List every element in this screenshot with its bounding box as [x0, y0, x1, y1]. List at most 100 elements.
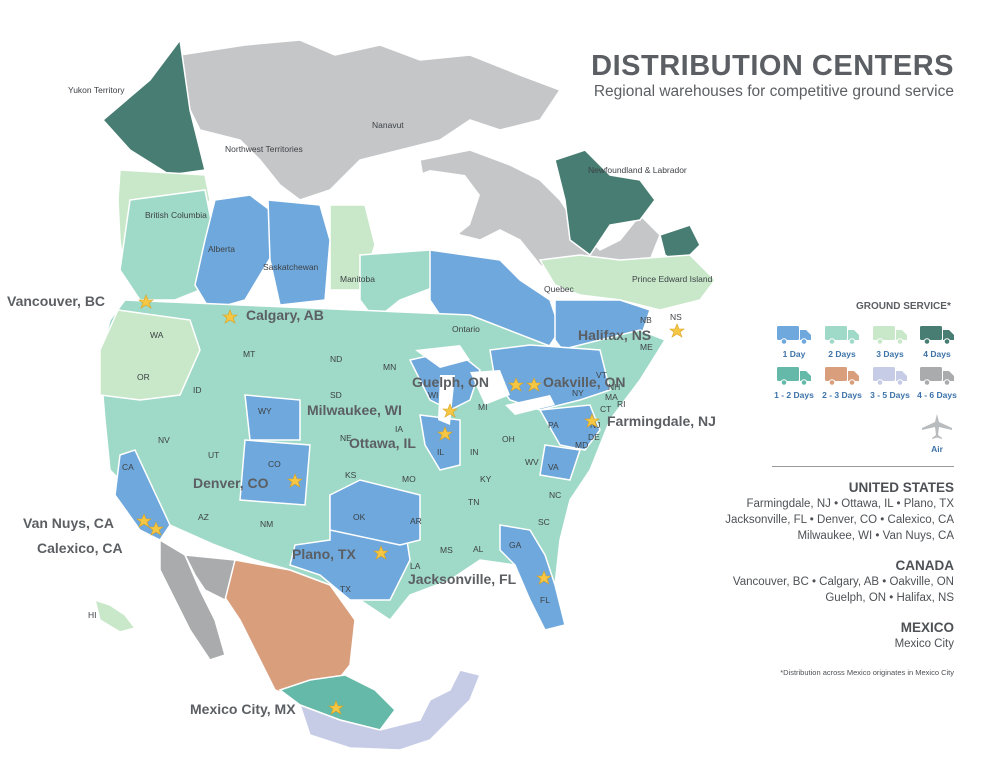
legend-label: 4 Days	[923, 349, 951, 359]
city-label: Farmingdale, NJ	[607, 413, 716, 429]
region-label: Newfoundland & Labrador	[588, 165, 687, 175]
hudson-bay	[385, 170, 480, 250]
canada-2day-regions	[119, 189, 441, 322]
region-label: CO	[268, 459, 281, 469]
star-icon	[669, 323, 685, 338]
legend-label: 1 Day	[782, 349, 806, 359]
legend-item: 4 - 6 Days	[915, 366, 959, 400]
region-label: VA	[548, 462, 559, 472]
region-label: WA	[150, 330, 164, 340]
legend-title: GROUND SERVICE*	[856, 301, 951, 312]
region-label: Prince Edward Island	[632, 274, 713, 284]
region-label: ND	[330, 354, 342, 364]
legend-label: 2 - 3 Days	[822, 390, 862, 400]
legend-item: 2 Days	[820, 325, 864, 359]
region-label: GA	[509, 540, 522, 550]
star-icon	[526, 377, 542, 392]
region-label: RI	[617, 399, 626, 409]
region-label: NH	[608, 382, 620, 392]
legend-label: 2 Days	[828, 349, 856, 359]
region-label: WY	[258, 406, 272, 416]
canada-cities: Vancouver, BC • Calgary, AB • Oakville, …	[733, 574, 954, 606]
star-icon	[148, 521, 164, 536]
region-label: NB	[640, 315, 652, 325]
legend-item: 1 - 2 Days	[772, 366, 816, 400]
city-line: Guelph, ON • Halifax, NS	[825, 592, 954, 604]
sonora-4-6day	[183, 554, 236, 602]
region-label: MN	[383, 362, 396, 372]
region-label: Nanavut	[372, 120, 404, 130]
mexico-heading: MEXICO	[900, 620, 954, 635]
legend-item-air: Air	[915, 412, 959, 454]
region-label: DE	[588, 432, 600, 442]
yukon-region	[101, 38, 206, 176]
legend-item: 2 - 3 Days	[820, 366, 864, 400]
region-label: AR	[410, 516, 422, 526]
region-label: NM	[260, 519, 273, 529]
region-label: ME	[640, 342, 653, 352]
region-label: OR	[137, 372, 150, 382]
city-label: Plano, TX	[292, 546, 356, 562]
region-label: ID	[193, 385, 202, 395]
city-line: Jacksonville, FL • Denver, CO • Calexico…	[725, 514, 954, 526]
legend-label: 1 - 2 Days	[774, 390, 814, 400]
region-label: CA	[122, 462, 134, 472]
hawaii	[93, 598, 137, 633]
region-label: WI	[428, 390, 438, 400]
city-label: Halifax, NS	[578, 327, 651, 343]
us-heading: UNITED STATES	[848, 480, 954, 495]
region-label: Quebec	[544, 284, 575, 294]
region-label: Northwest Territories	[225, 144, 303, 154]
divider	[772, 466, 954, 467]
legend-label: Air	[931, 444, 943, 454]
page-subtitle: Regional warehouses for competitive grou…	[593, 83, 954, 100]
city-line: Milwaukee, WI • Van Nuys, CA	[797, 530, 954, 542]
footnote: *Distribution across Mexico originates i…	[780, 668, 954, 677]
region-label: MI	[478, 402, 487, 412]
region-label: KS	[345, 470, 357, 480]
city-label: Van Nuys, CA	[23, 515, 114, 531]
region-label: PA	[548, 420, 559, 430]
city-label: Denver, CO	[193, 475, 269, 491]
city-label: Milwaukee, WI	[307, 402, 402, 418]
region-label: MT	[243, 349, 255, 359]
star-icon	[442, 403, 458, 418]
star-icon	[287, 473, 303, 488]
star-icon	[536, 570, 552, 585]
region-label: FL	[540, 595, 550, 605]
mexico-cities: Mexico City	[895, 636, 954, 652]
distribution-center-markers	[136, 294, 685, 715]
region-label: CT	[600, 404, 611, 414]
pacific-northwest	[99, 309, 201, 401]
star-icon	[508, 377, 524, 392]
truck-icon	[920, 367, 954, 386]
plane-icon	[922, 414, 952, 439]
region-label: AZ	[198, 512, 209, 522]
region-label: MO	[402, 474, 416, 484]
city-label: Jacksonville, FL	[408, 571, 517, 587]
region-label: IN	[470, 447, 479, 457]
truck-icon	[825, 367, 859, 386]
legend-label: 4 - 6 Days	[917, 390, 957, 400]
central-america-3-5day	[298, 669, 482, 751]
region-label: MD	[575, 440, 588, 450]
region-label: OH	[502, 434, 515, 444]
legend-label: 3 Days	[876, 349, 904, 359]
legend-label: 3 - 5 Days	[870, 390, 910, 400]
city-line: Farmingdale, NJ • Ottawa, IL • Plano, TX	[746, 498, 954, 510]
region-label: VT	[596, 370, 607, 380]
region-label: LA	[410, 561, 421, 571]
region-label: MA	[605, 392, 618, 402]
city-line: Vancouver, BC • Calgary, AB • Oakville, …	[732, 576, 954, 588]
region-label: NS	[670, 312, 682, 322]
region-label: MS	[440, 545, 453, 555]
star-icon	[373, 545, 389, 560]
truck-icon	[777, 326, 811, 345]
city-label: Oakville, ON	[543, 374, 625, 390]
truck-icon	[777, 367, 811, 386]
city-label: Calexico, CA	[37, 540, 123, 556]
region-label: Yukon Territory	[68, 85, 125, 95]
star-icon	[584, 413, 600, 428]
region-label: TN	[468, 497, 479, 507]
region-label: British Columbia	[145, 210, 207, 220]
